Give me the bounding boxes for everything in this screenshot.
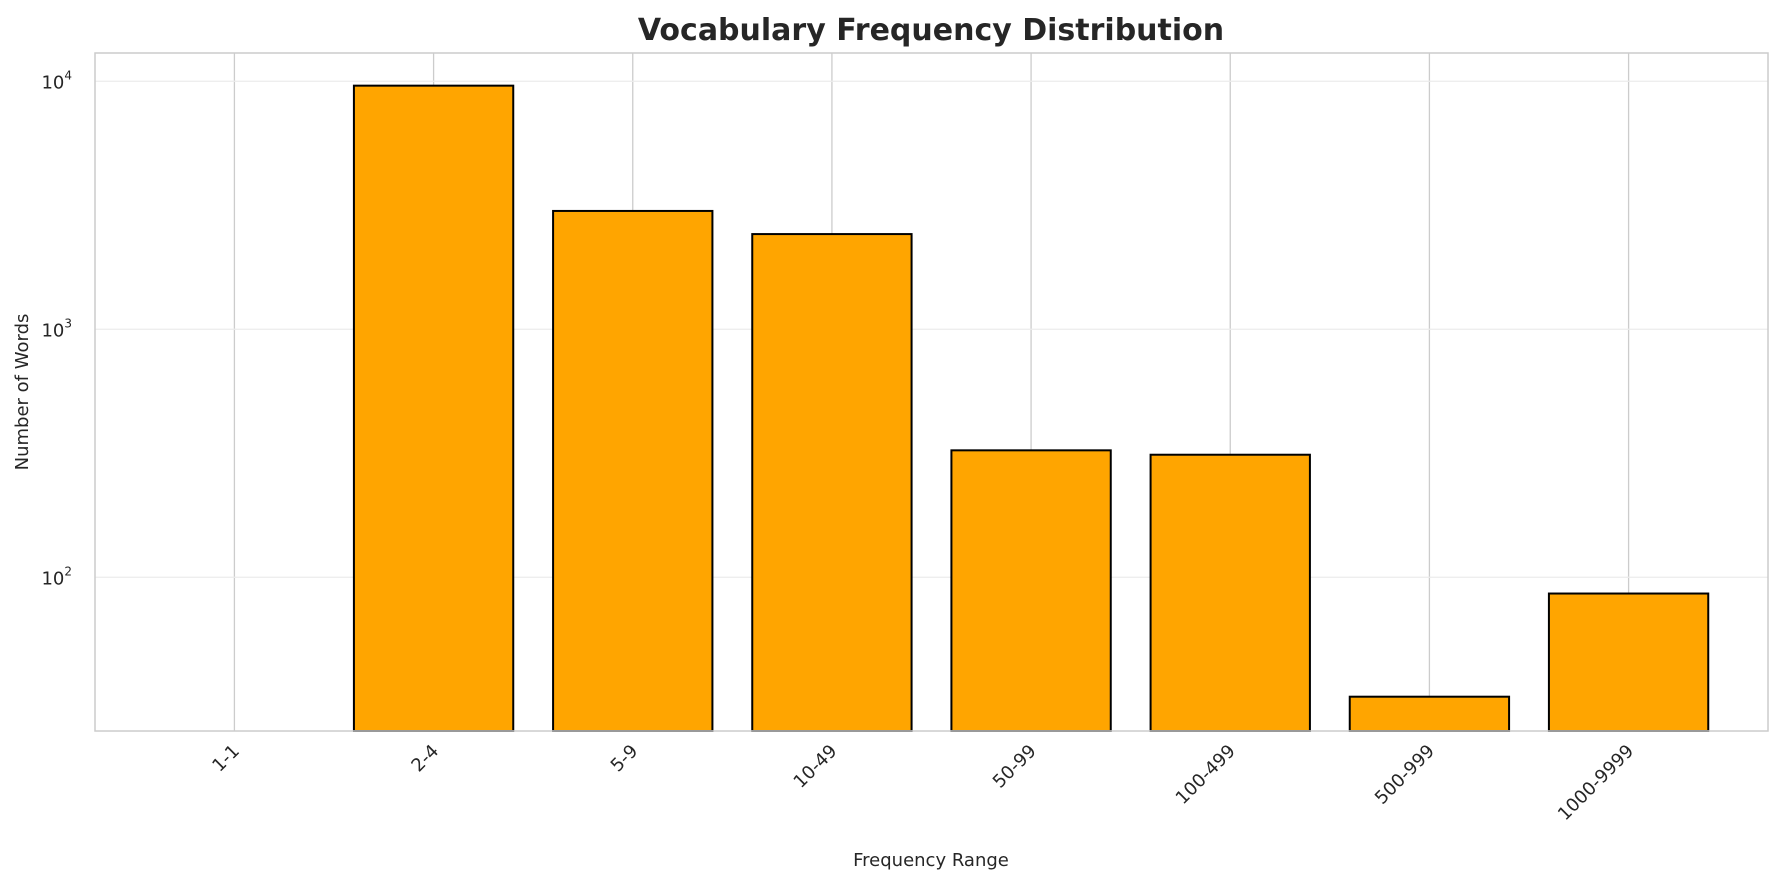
- x-tick-label: 1-1: [208, 741, 244, 777]
- chart-title: Vocabulary Frequency Distribution: [638, 13, 1224, 48]
- bar-2-4: [352, 84, 515, 732]
- y-tick-label: 104: [41, 68, 72, 93]
- bar-500-999: [1348, 695, 1511, 733]
- bar-5-9: [552, 209, 714, 733]
- plot-frame: [94, 52, 1769, 732]
- y-tick-label: 103: [41, 316, 72, 341]
- bar-50-99: [950, 449, 1112, 732]
- bars: [352, 84, 1710, 733]
- bar-100-499: [1149, 453, 1311, 732]
- grid-lines: [95, 53, 1768, 731]
- x-axis-label: Frequency Range: [853, 850, 1009, 871]
- x-tick-label: 5-9: [607, 741, 643, 777]
- x-tick-label: 500-999: [1371, 741, 1439, 809]
- y-tick-labels: 102 103 104: [41, 68, 72, 589]
- y-tick-label: 102: [41, 564, 72, 589]
- x-tick-labels: 1-1 2-4 5-9 10-49 50-99 100-499 500-999 1000-99…: [208, 741, 1638, 825]
- bar-1000-9999: [1547, 592, 1710, 732]
- bar-10-49: [751, 233, 913, 732]
- y-axis-label: Number of Words: [12, 314, 33, 471]
- x-tick-label: 1000-9999: [1554, 741, 1638, 825]
- x-tick-label: 10-49: [790, 741, 842, 793]
- x-tick-label: 2-4: [407, 741, 443, 777]
- x-tick-label: 100-499: [1172, 741, 1240, 809]
- x-tick-label: 50-99: [989, 741, 1041, 793]
